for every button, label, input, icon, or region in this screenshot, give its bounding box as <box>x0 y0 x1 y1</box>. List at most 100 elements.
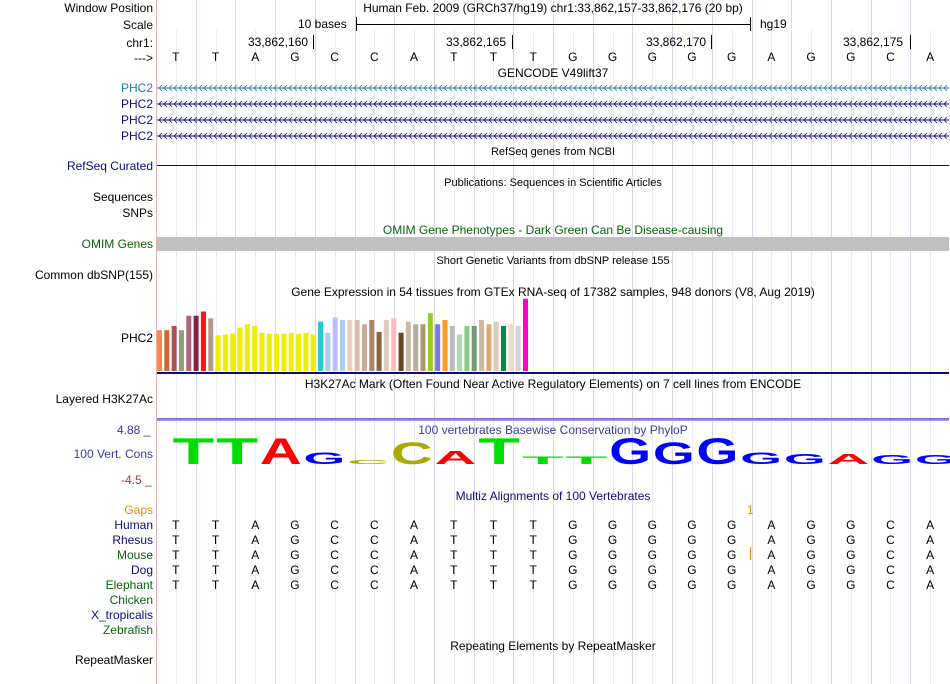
omim-gene-bar[interactable] <box>157 237 949 251</box>
gtex-tissue-bar[interactable] <box>281 333 287 371</box>
gtex-tissue-bar[interactable] <box>340 320 345 371</box>
h3k27ac-signal[interactable] <box>157 418 949 421</box>
phylop-base-glyph: G <box>653 435 695 470</box>
gtex-tissue-bar[interactable] <box>303 332 309 371</box>
gtex-gene-model <box>157 372 949 374</box>
gtex-tissue-bar[interactable] <box>310 334 316 371</box>
gtex-tissue-bar[interactable] <box>164 330 170 371</box>
strand-label: ---> <box>134 51 153 65</box>
alignment-base: G <box>806 533 816 547</box>
gtex-tissue-bar[interactable] <box>274 333 280 371</box>
species-label[interactable]: X_tropicalis <box>90 608 153 622</box>
gtex-tissue-bar[interactable] <box>215 335 221 371</box>
gencode-transcript-line[interactable] <box>157 83 949 93</box>
alignment-base: T <box>529 518 537 532</box>
gtex-tissue-bar[interactable] <box>435 324 441 371</box>
species-label[interactable]: Chicken <box>109 593 153 607</box>
gtex-tissue-bar[interactable] <box>383 320 389 371</box>
gtex-tissue-bar[interactable] <box>471 325 477 371</box>
gtex-title: Gene Expression in 54 tissues from GTEx … <box>291 285 815 299</box>
gencode-transcript-line[interactable] <box>157 99 949 109</box>
gtex-tissue-bar[interactable] <box>318 321 324 371</box>
species-label[interactable]: Zebrafish <box>102 623 153 637</box>
species-label[interactable]: Rhesus <box>112 533 153 547</box>
species-label[interactable]: Human <box>114 518 153 532</box>
gencode-transcript-line[interactable] <box>157 131 949 141</box>
gencode-transcript-label[interactable]: PHC2 <box>120 113 153 127</box>
gtex-tissue-bar[interactable] <box>508 324 514 371</box>
species-label[interactable]: Dog <box>130 563 153 577</box>
species-label[interactable]: Mouse <box>116 548 153 562</box>
gaps-label[interactable]: Gaps <box>124 503 153 517</box>
alignment-base: T <box>172 533 180 547</box>
alignment-base: G <box>687 548 697 562</box>
gtex-tissue-bar[interactable] <box>354 320 360 371</box>
gtex-tissue-bar[interactable] <box>266 333 272 371</box>
gtex-tissue-bar[interactable] <box>325 332 331 371</box>
gtex-tissue-bar[interactable] <box>186 315 192 371</box>
gtex-tissue-bar[interactable] <box>259 332 265 371</box>
gtex-tissue-bar[interactable] <box>420 324 426 371</box>
gtex-tissue-bar[interactable] <box>200 311 206 372</box>
dbsnp-label[interactable]: Common dbSNP(155) <box>34 268 153 282</box>
gtex-tissue-bar[interactable] <box>157 330 162 371</box>
gtex-tissue-bar[interactable] <box>398 332 404 371</box>
publications-title: Publications: Sequences in Scientific Ar… <box>444 177 662 189</box>
h3k27ac-label[interactable]: Layered H3K27Ac <box>55 392 153 406</box>
gtex-tissue-bar[interactable] <box>427 313 433 371</box>
gtex-tissue-bar[interactable] <box>244 324 250 371</box>
gtex-tissue-bar[interactable] <box>479 320 485 371</box>
alignment-base: G <box>806 518 816 532</box>
omim-label[interactable]: OMIM Genes <box>81 237 153 251</box>
gtex-tissue-bar[interactable] <box>486 324 492 371</box>
gencode-transcript-label[interactable]: PHC2 <box>120 81 153 95</box>
alignment-base: C <box>886 533 895 547</box>
refseq-label[interactable]: RefSeq Curated <box>66 159 153 173</box>
gtex-tissue-bar[interactable] <box>347 320 353 371</box>
snps-label[interactable]: SNPs <box>122 206 153 220</box>
phylop-label[interactable]: 100 Vert. Cons <box>73 447 153 461</box>
gtex-tissue-bar[interactable] <box>413 324 419 371</box>
gencode-transcript-label[interactable]: PHC2 <box>120 129 153 143</box>
base-letter: G <box>687 50 697 64</box>
gtex-tissue-bar[interactable] <box>405 321 411 371</box>
gtex-tissue-bar[interactable] <box>193 315 199 371</box>
alignment-base: A <box>926 563 935 577</box>
gtex-tissue-bar[interactable] <box>515 325 521 371</box>
gtex-tissue-bar[interactable] <box>237 327 243 371</box>
gtex-tissue-bar[interactable] <box>376 331 382 371</box>
gencode-transcript-label[interactable]: PHC2 <box>120 97 153 111</box>
gtex-tissue-bar[interactable] <box>171 325 177 371</box>
gtex-tissue-bar[interactable] <box>230 333 236 371</box>
sequences-label[interactable]: Sequences <box>92 190 153 204</box>
base-letter: G <box>806 50 816 64</box>
gtex-tissue-bar[interactable] <box>457 334 463 371</box>
gtex-tissue-bar[interactable] <box>449 325 455 371</box>
alignment-base: A <box>251 578 260 592</box>
gtex-tissue-bar[interactable] <box>369 320 375 371</box>
gencode-transcript-line[interactable] <box>157 115 949 125</box>
gtex-tissue-bar[interactable] <box>442 320 448 371</box>
base-letter: C <box>886 50 895 64</box>
gtex-gene-label[interactable]: PHC2 <box>120 331 153 345</box>
gtex-tissue-bar[interactable] <box>493 321 499 371</box>
gtex-tissue-bar[interactable] <box>361 324 367 371</box>
gtex-tissue-bar[interactable] <box>391 318 397 371</box>
gtex-tissue-bar[interactable] <box>288 332 294 371</box>
repeatmasker-label[interactable]: RepeatMasker <box>74 653 153 667</box>
alignment-base: G <box>687 518 697 532</box>
gtex-tissue-bar[interactable] <box>252 325 258 371</box>
gtex-tissue-bar[interactable] <box>501 325 507 371</box>
gtex-tissue-bar[interactable] <box>178 330 184 371</box>
gtex-tissue-bar[interactable] <box>208 318 214 371</box>
gtex-tissue-bar[interactable] <box>296 333 302 371</box>
alignment-base: T <box>211 533 220 547</box>
refseq-gene-line[interactable] <box>157 165 949 166</box>
gtex-tissue-bar[interactable] <box>464 325 470 371</box>
gtex-tissue-bar[interactable] <box>332 317 338 371</box>
gtex-tissue-bar[interactable] <box>523 298 528 371</box>
gtex-tissue-bar[interactable] <box>222 334 228 371</box>
species-label[interactable]: Elephant <box>105 578 153 592</box>
